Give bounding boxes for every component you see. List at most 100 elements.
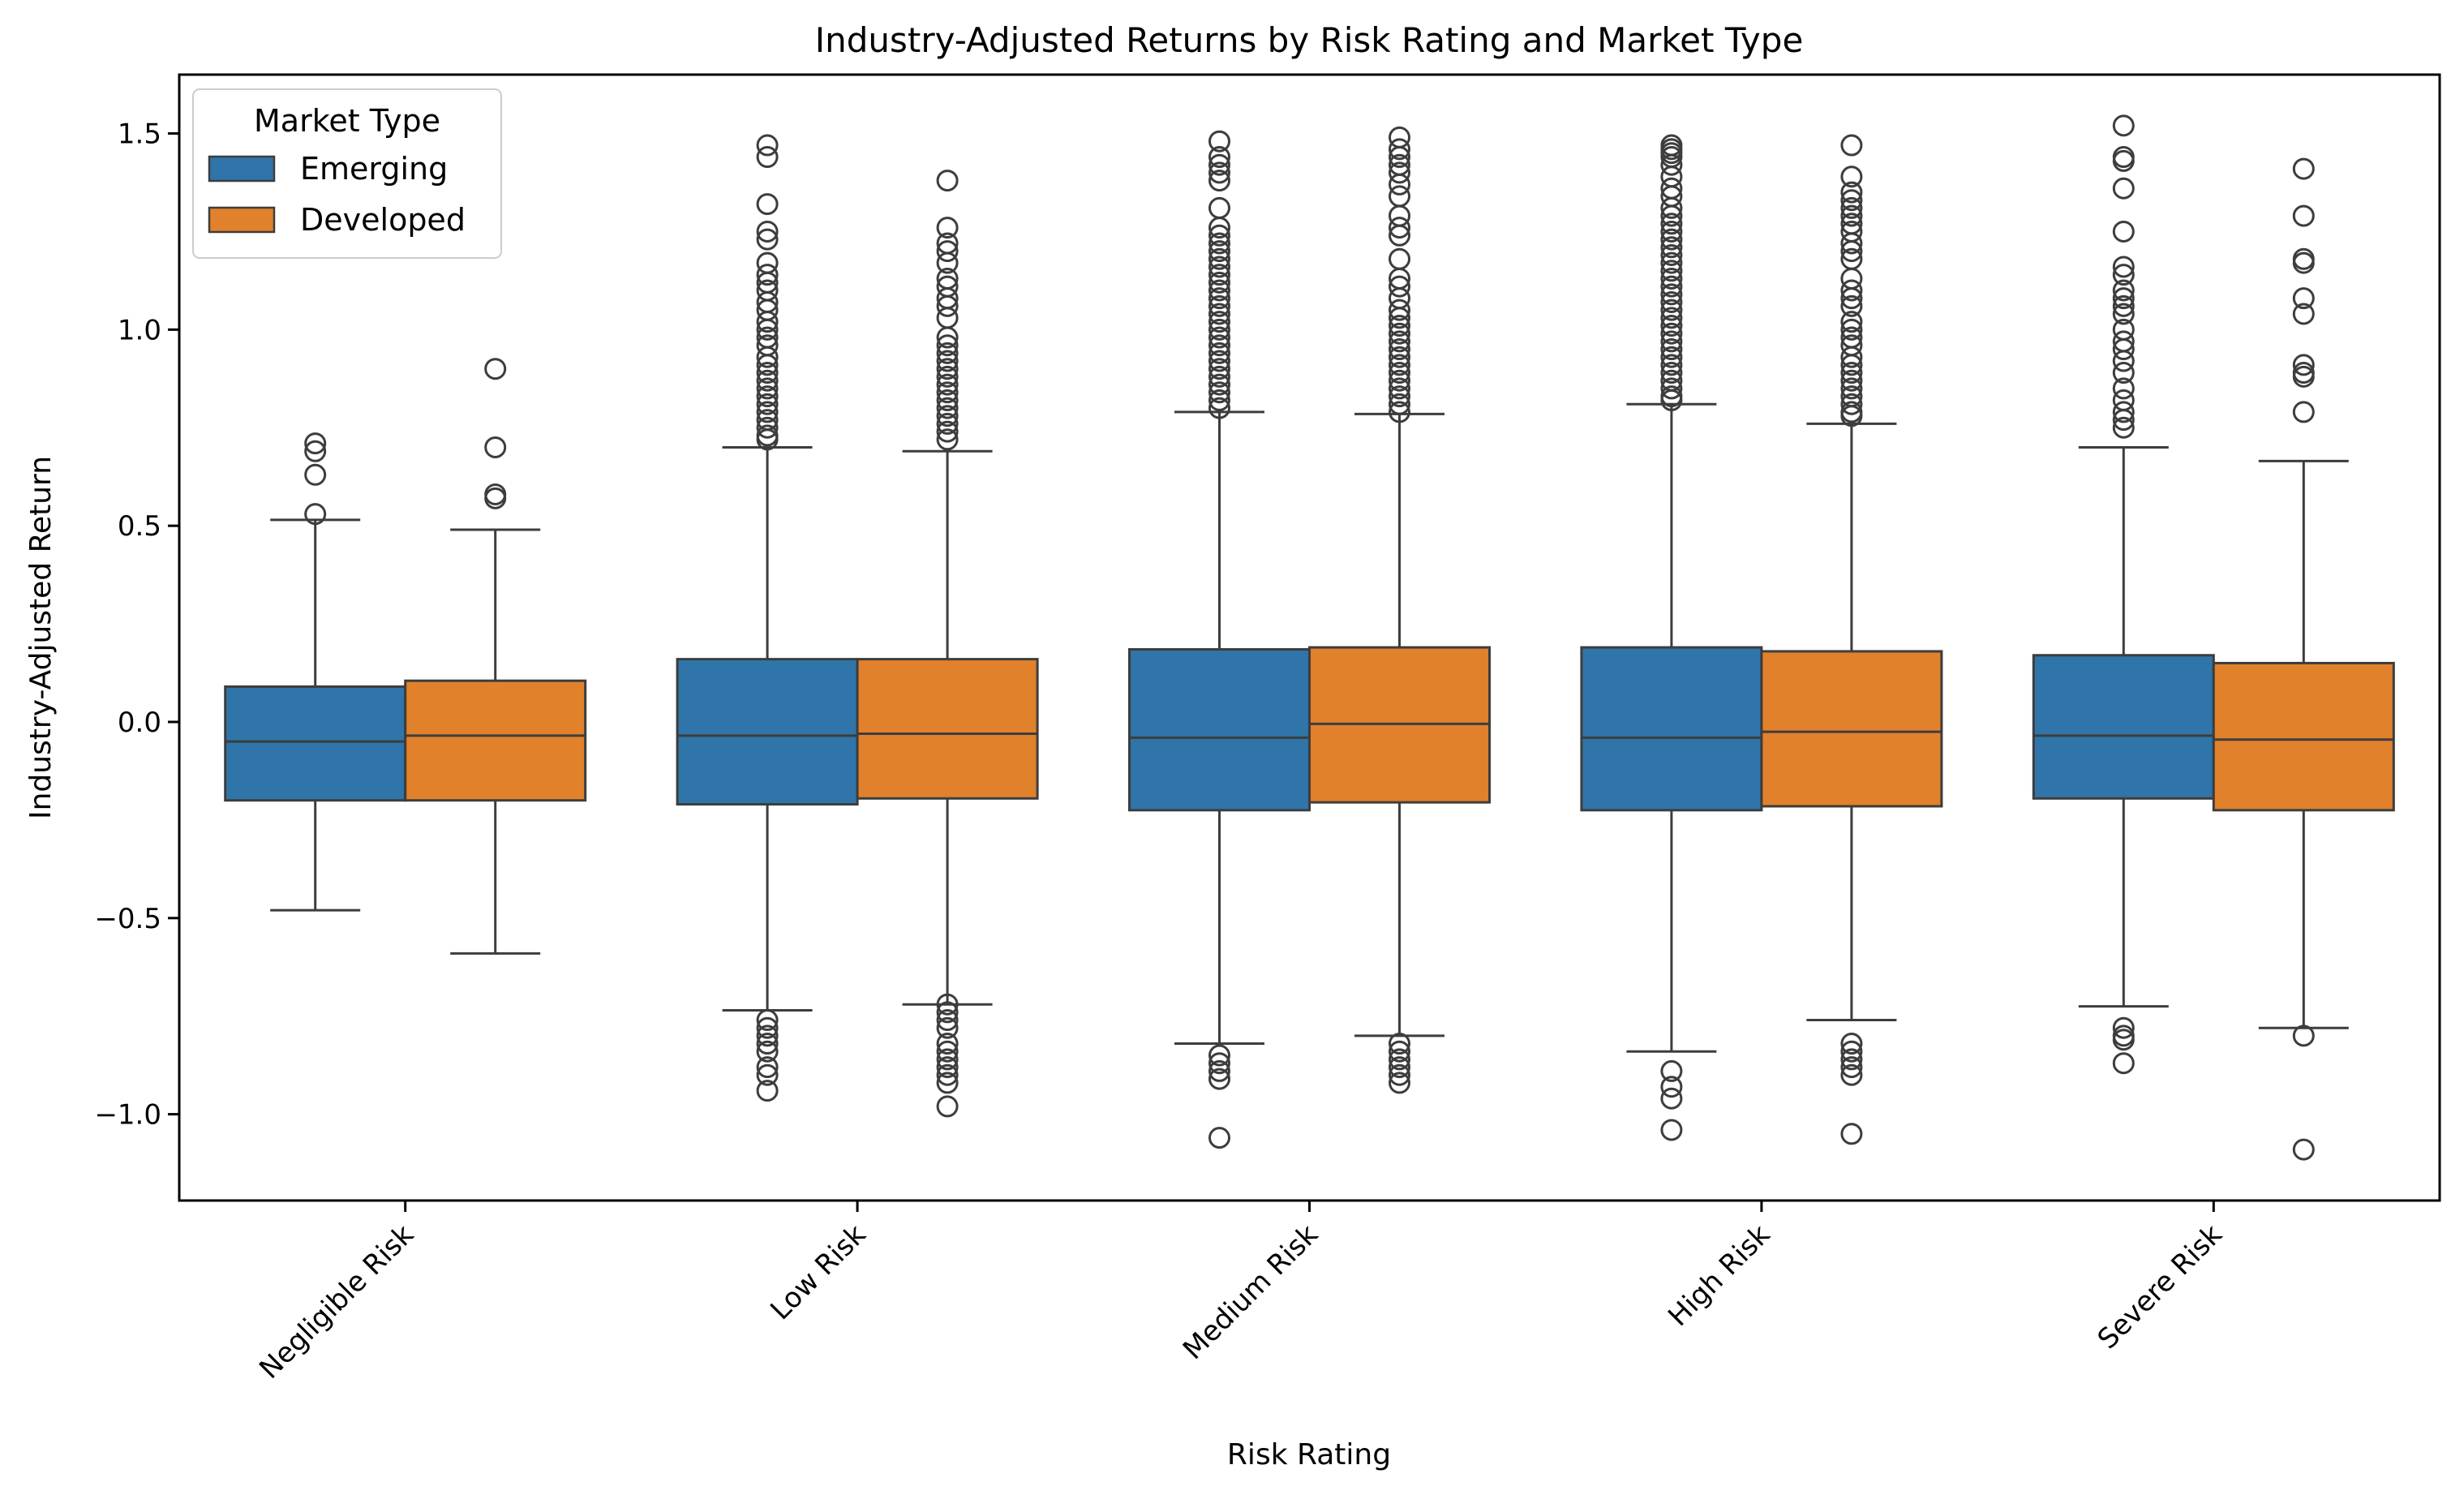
outlier-point <box>2112 220 2135 243</box>
outlier-point <box>1208 373 1230 396</box>
outlier-point <box>1389 1063 1410 1086</box>
outlier-point <box>1208 389 1230 411</box>
outlier-point <box>2112 303 2135 325</box>
outlier-point <box>1389 173 1410 195</box>
outlier-point <box>1389 322 1410 345</box>
outlier-point <box>1840 1123 1863 1145</box>
outlier-point <box>756 385 779 408</box>
outlier-point <box>1660 330 1683 353</box>
outlier-point <box>2292 204 2315 227</box>
outlier-point <box>1660 220 1683 243</box>
outlier-point <box>1208 232 1230 255</box>
box-group-medium-risk-developed <box>1308 412 1491 1037</box>
outlier-point <box>2292 157 2315 180</box>
outlier-point <box>2292 354 2315 376</box>
outlier-point <box>1208 1052 1230 1075</box>
outlier-point <box>1660 1119 1683 1141</box>
x-axis-title: Risk Rating <box>1227 1438 1391 1471</box>
outlier-point <box>936 405 959 427</box>
outlier-point <box>1208 303 1230 325</box>
outlier-point <box>936 428 959 451</box>
outlier-point <box>1208 342 1230 364</box>
outlier-point <box>1389 146 1410 169</box>
outlier-point <box>1389 275 1410 298</box>
outlier-point <box>936 334 959 357</box>
outlier-point <box>484 487 507 509</box>
outlier-point <box>1660 283 1683 306</box>
outlier-point <box>2112 279 2135 302</box>
outlier-point <box>1840 377 1863 400</box>
y-tick-label: 1.5 <box>118 118 161 151</box>
outlier-point <box>1660 362 1683 384</box>
box-iqr <box>404 679 587 802</box>
outlier-point <box>2112 338 2135 361</box>
outlier-point <box>2112 256 2135 278</box>
outlier-point <box>2112 1029 2135 1051</box>
y-tick-label: 0.0 <box>118 707 161 739</box>
outlier-point <box>936 389 959 411</box>
outlier-point <box>1840 181 1863 204</box>
outlier-point <box>1208 358 1230 380</box>
outlier-point <box>1208 279 1230 302</box>
boxes-layer <box>224 402 2395 1053</box>
legend-swatch-developed <box>208 206 276 234</box>
outlier-point <box>1389 1033 1410 1055</box>
outlier-point <box>936 1009 959 1032</box>
outlier-point <box>936 365 959 388</box>
outlier-point <box>1840 1033 1863 1055</box>
outlier-point <box>1660 1076 1683 1098</box>
outlier-point <box>1208 381 1230 404</box>
y-tick-label: −1.0 <box>94 1099 161 1132</box>
outlier-point <box>756 428 779 451</box>
legend-label-developed: Developed <box>300 202 466 238</box>
outlier-point <box>1660 196 1683 219</box>
outlier-point <box>1660 228 1683 251</box>
outlier-point <box>1840 354 1863 376</box>
outlier-point <box>756 393 779 415</box>
outlier-point <box>1208 130 1230 153</box>
outlier-point <box>1389 307 1410 329</box>
outlier-point <box>1389 362 1410 384</box>
outlier-point <box>756 362 779 384</box>
outlier-point <box>1840 240 1863 263</box>
outlier-point <box>756 220 779 243</box>
outlier-point <box>1208 247 1230 270</box>
outlier-point <box>936 1056 959 1079</box>
outlier-point <box>936 373 959 396</box>
box-group-severe-risk-emerging <box>2032 445 2215 1008</box>
y-axis: −1.0 −0.5 0.0 0.5 1.0 1.5 <box>94 118 179 1132</box>
outlier-point <box>756 369 779 392</box>
outlier-point <box>936 251 959 274</box>
outlier-point <box>936 358 959 380</box>
outlier-point <box>1660 315 1683 337</box>
y-tick-label: 1.0 <box>118 314 161 346</box>
outlier-point <box>1208 326 1230 349</box>
outlier-point <box>756 354 779 376</box>
legend-label-emerging: Emerging <box>300 151 448 187</box>
box-iqr <box>676 658 859 806</box>
outlier-point <box>1208 256 1230 278</box>
legend-swatch-emerging <box>208 155 276 183</box>
outlier-point <box>756 1025 779 1047</box>
outlier-point <box>1840 1056 1863 1079</box>
outlier-point <box>2112 114 2135 137</box>
outlier-point <box>756 134 779 157</box>
outlier-point <box>756 228 779 251</box>
outlier-point <box>2112 177 2135 200</box>
outlier-point <box>1208 170 1230 192</box>
outlier-point <box>756 264 779 286</box>
outlier-point <box>1840 189 1863 212</box>
outlier-point <box>1389 377 1410 400</box>
box-group-low-risk-developed <box>856 449 1039 1006</box>
y-axis-title: Industry-Adjusted Return <box>24 456 58 819</box>
outlier-point <box>1660 291 1683 314</box>
outlier-point <box>1660 354 1683 376</box>
outlier-point <box>1389 1040 1410 1063</box>
outlier-point <box>936 1040 959 1063</box>
outlier-point <box>1208 271 1230 294</box>
box-group-high-risk-developed <box>1760 422 1943 1022</box>
outlier-point <box>1389 1048 1410 1071</box>
outlier-point <box>1840 393 1863 415</box>
outlier-point <box>1840 369 1863 392</box>
